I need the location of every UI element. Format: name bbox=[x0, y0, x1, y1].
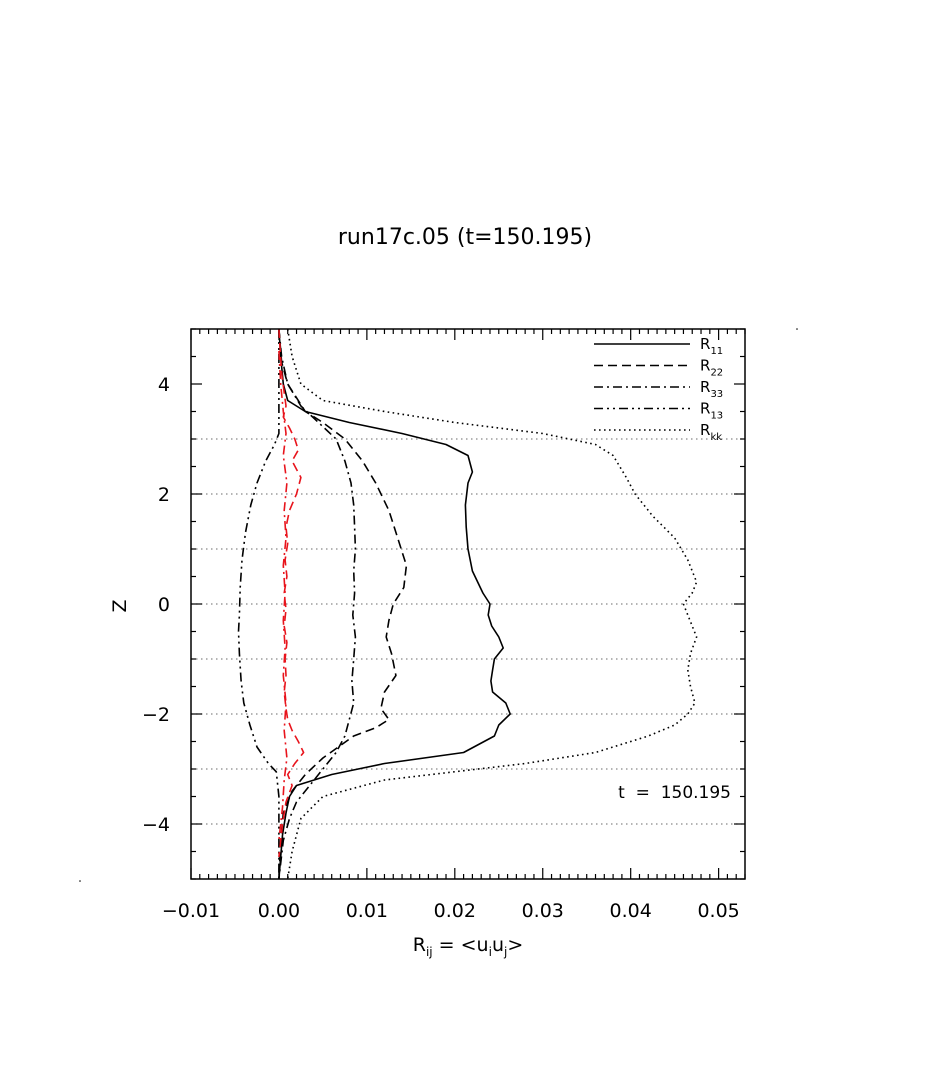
legend-label-r13: R13 bbox=[700, 400, 723, 422]
stray-dot-right bbox=[796, 328, 798, 330]
legend-label-rkk: Rkk bbox=[700, 421, 722, 443]
x-axis-label-s2: j bbox=[503, 945, 507, 959]
axis-ticks bbox=[190, 328, 746, 880]
y-tick-label: 2 bbox=[158, 484, 170, 506]
y-axis-label: Z bbox=[109, 599, 131, 612]
legend-label-r22: R22 bbox=[700, 357, 723, 379]
y-tick-labels: −4 −2 0 2 4 bbox=[142, 374, 170, 836]
x-tick-label: −0.01 bbox=[162, 900, 220, 922]
series-r11 bbox=[278, 328, 512, 880]
x-axis-label-end: > bbox=[507, 934, 523, 956]
x-tick-label: 0.05 bbox=[697, 900, 739, 922]
y-tick-label: −4 bbox=[142, 814, 170, 836]
series-r13 bbox=[237, 329, 280, 879]
y-tick-label: 0 bbox=[158, 594, 170, 616]
legend-label-r33: R33 bbox=[700, 378, 723, 400]
x-axis-label-sub: ij bbox=[426, 945, 433, 959]
series-rkk bbox=[286, 328, 698, 880]
x-tick-label: 0.02 bbox=[434, 900, 476, 922]
x-axis-label-mid: u bbox=[492, 934, 504, 956]
x-tick-labels: −0.01 0.00 0.01 0.02 0.03 0.04 0.05 bbox=[162, 900, 740, 922]
x-axis-label-main: R bbox=[413, 934, 426, 956]
legend-label-r11: R11 bbox=[700, 335, 723, 357]
x-tick-label: 0.03 bbox=[522, 900, 564, 922]
x-axis-label-s1: i bbox=[489, 945, 492, 959]
series-r33 bbox=[278, 328, 357, 880]
x-axis-label: Rij = <uiuj> bbox=[413, 934, 524, 959]
series-red-dashdot bbox=[278, 350, 288, 841]
x-tick-label: 0.00 bbox=[258, 900, 300, 922]
x-axis-label-tail: = <u bbox=[433, 934, 489, 956]
plot-frame bbox=[190, 328, 746, 880]
series-r22 bbox=[278, 328, 408, 880]
chart-title: run17c.05 (t=150.195) bbox=[338, 225, 592, 250]
x-tick-label: 0.01 bbox=[346, 900, 388, 922]
x-tick-label: 0.04 bbox=[610, 900, 652, 922]
time-annotation: t = 150.195 bbox=[618, 783, 731, 803]
series-red-dashed bbox=[278, 328, 305, 858]
y-tick-label: −2 bbox=[142, 704, 170, 726]
series-layer bbox=[237, 328, 698, 880]
stray-dot-left bbox=[79, 880, 81, 882]
grid-lines bbox=[191, 438, 745, 825]
y-tick-label: 4 bbox=[158, 374, 170, 396]
